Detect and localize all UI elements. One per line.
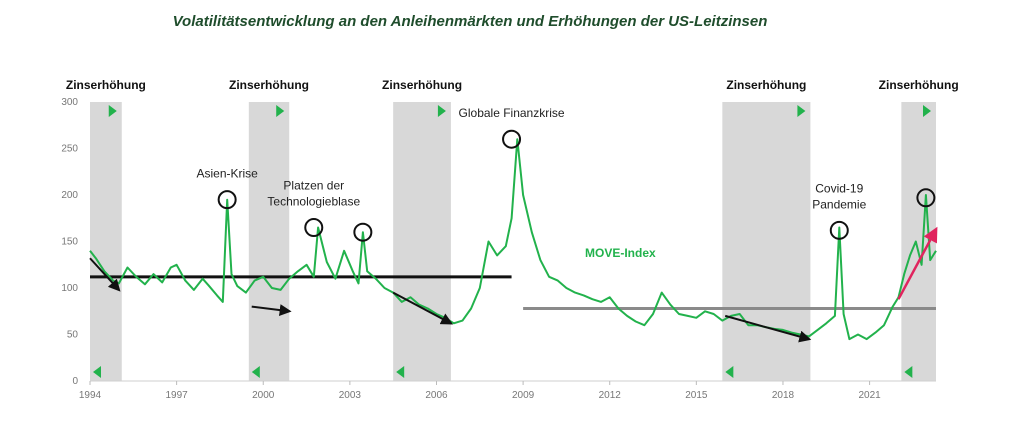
annotation-line-4-1: Pandemie <box>812 197 866 211</box>
hike-band-1 <box>248 102 290 381</box>
annotation-label-1: Platzen der Technologieblase <box>267 179 360 209</box>
hike-band-0 <box>90 102 122 381</box>
x-tick-label-9: 2021 <box>858 390 881 401</box>
chart-title: Volatilitätsentwicklung an den Anleihenm… <box>173 13 768 30</box>
trend-arrow-2 <box>392 291 454 325</box>
hike-label-4: Zinserhöhung <box>879 78 959 92</box>
series-label-move-index: MOVE-Index <box>585 246 656 260</box>
annotation-line-4-0: Covid-19 <box>815 181 863 195</box>
y-tick-label-0: 0 <box>72 376 78 387</box>
x-tick-label-3: 2003 <box>339 390 362 401</box>
peak-marker-2 <box>353 222 373 242</box>
x-tick-label-0: 1994 <box>79 390 102 401</box>
x-tick-label-6: 2012 <box>599 390 622 401</box>
y-tick-label-6: 300 <box>61 97 78 108</box>
hike-end-marker-0 <box>108 105 117 117</box>
y-tick-label-4: 200 <box>61 190 78 201</box>
hike-start-marker-3 <box>725 366 734 378</box>
x-tick-label-2: 2000 <box>252 390 275 401</box>
hike-label-1: Zinserhöhung <box>229 78 309 92</box>
peak-marker-4 <box>829 220 849 240</box>
x-tick-label-4: 2006 <box>425 390 448 401</box>
annotation-label-4: Covid-19 Pandemie <box>812 181 866 211</box>
x-tick-label-5: 2009 <box>512 390 535 401</box>
hike-end-marker-4 <box>923 105 931 117</box>
series-layer <box>89 138 937 341</box>
trend-arrow-0 <box>89 257 121 292</box>
annotation-label-3: Globale Finanzkrise <box>459 106 565 120</box>
annotations: Asien-Krise Platzen der Technologieblase Gl… <box>196 106 936 242</box>
hike-bands: Zinserhöhung Zinserhöhung Zinserhöhung Zins… <box>66 78 959 381</box>
hike-start-marker-4 <box>904 366 913 378</box>
axes: 1994 1997 2000 2003 2006 2009 2012 2015 2018 2021… <box>61 97 936 401</box>
series-line-0 <box>89 138 937 341</box>
covid-trend-arrow <box>897 226 938 300</box>
hike-band-3 <box>722 102 811 381</box>
x-tick-label-8: 2018 <box>772 390 795 401</box>
hike-end-marker-1 <box>276 105 285 117</box>
y-tick-label-3: 150 <box>61 237 78 248</box>
x-tick-label-7: 2015 <box>685 390 708 401</box>
y-tick-label-5: 250 <box>61 144 78 155</box>
reference-lines <box>90 275 936 310</box>
y-tick-label-2: 100 <box>61 283 78 294</box>
annotation-label-0: Asien-Krise <box>196 167 258 181</box>
hike-start-marker-1 <box>251 366 260 378</box>
hike-end-marker-3 <box>797 105 806 117</box>
peak-marker-3 <box>502 129 522 149</box>
hike-label-3: Zinserhöhung <box>726 78 806 92</box>
x-tick-label-1: 1997 <box>165 390 188 401</box>
y-tick-label-1: 50 <box>67 330 79 341</box>
trend-arrow-1 <box>251 304 292 317</box>
hike-end-marker-2 <box>437 105 446 117</box>
hike-start-marker-0 <box>93 366 101 378</box>
hike-label-0: Zinserhöhung <box>66 78 146 92</box>
annotation-line-1-0: Platzen der <box>283 179 344 193</box>
peak-marker-5 <box>916 188 936 208</box>
peak-marker-0 <box>217 190 237 210</box>
annotation-line-3-0: Globale Finanzkrise <box>459 106 565 120</box>
trend-arrows <box>89 226 938 343</box>
trend-arrow-3 <box>724 314 812 343</box>
annotation-line-1-1: Technologieblase <box>267 195 360 209</box>
hike-label-2: Zinserhöhung <box>382 78 462 92</box>
hike-start-marker-2 <box>396 366 405 378</box>
annotation-line-0-0: Asien-Krise <box>196 167 258 181</box>
hike-band-2 <box>393 102 451 381</box>
peak-marker-1 <box>304 218 324 238</box>
